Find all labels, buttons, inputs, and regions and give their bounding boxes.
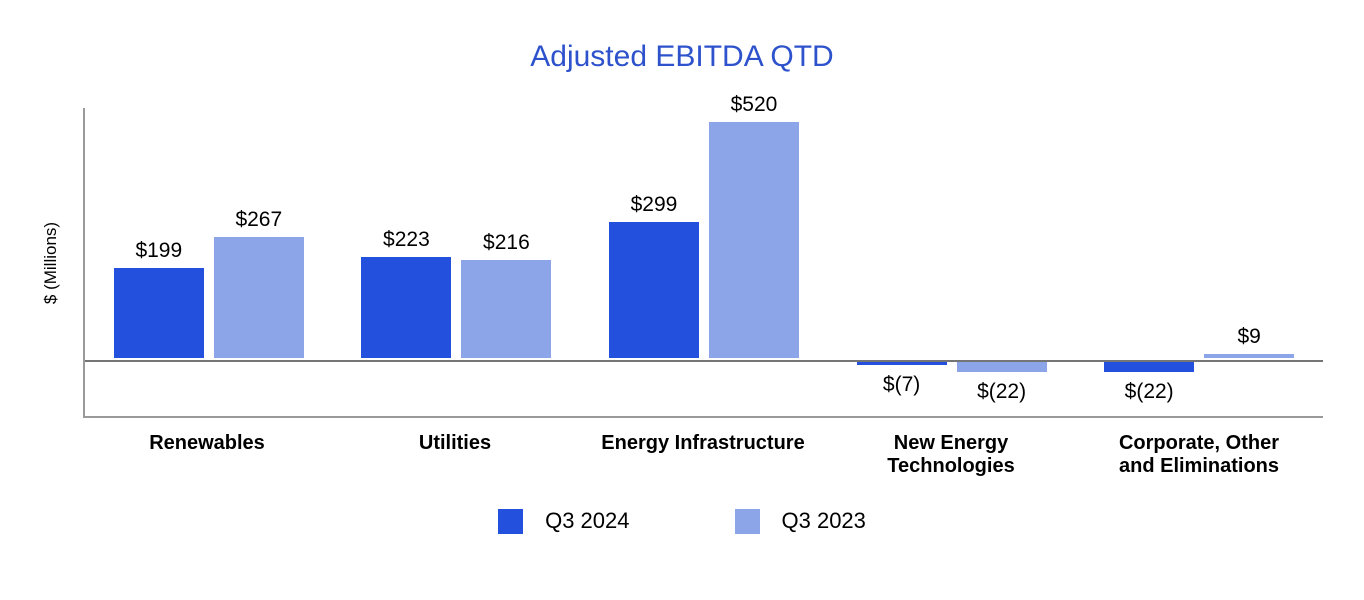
bar-value-label: $223 — [383, 228, 430, 251]
chart-title: Adjusted EBITDA QTD — [530, 40, 834, 73]
legend: Q3 2024 Q3 2023 — [0, 508, 1364, 534]
bar-q3-2023-renewables — [213, 237, 304, 358]
bar-group-new-energy-technologies: $(7) $(22) — [856, 108, 1047, 416]
legend-item-q3-2024: Q3 2024 — [498, 508, 630, 534]
x-axis-category-label: Corporate, Other and Eliminations — [1118, 432, 1280, 477]
bar-q3-2024-corporate-other-and-eliminations — [1104, 362, 1195, 372]
plot-area: $199 $267 $223 $216 $299 $520 $(7) $(22) $(22) $9 — [83, 93, 1323, 418]
bar-value-label: $299 — [630, 193, 678, 216]
x-axis-labels: Renewables Utilities Energy Infrastructure… — [83, 432, 1323, 478]
y-axis-label: $ (Millions) — [41, 221, 60, 305]
bar-q3-2024-energy-infrastructure — [608, 222, 699, 358]
x-axis-category-label: Energy Infrastructure — [601, 432, 805, 454]
x-axis-category-label: New Energy Technologies — [887, 432, 1015, 477]
zero-axis-line — [85, 360, 1323, 362]
x-axis-category-label: Utilities — [418, 432, 492, 454]
bar-value-label: $9 — [1237, 325, 1261, 348]
legend-item-q3-2023: Q3 2023 — [734, 508, 866, 534]
legend-label: Q3 2024 — [545, 508, 630, 533]
legend-swatch — [498, 508, 524, 534]
bar-q3-2023-energy-infrastructure — [708, 122, 799, 358]
bar-group-renewables: $199 $267 — [113, 108, 304, 416]
bar-q3-2023-corporate-other-and-eliminations — [1204, 354, 1295, 358]
bar-value-label: $216 — [483, 231, 530, 254]
bar-q3-2024-utilities — [361, 257, 452, 358]
bar-value-label: $267 — [235, 208, 283, 231]
bar-value-label: $(22) — [1124, 380, 1174, 403]
bar-value-label: $520 — [730, 93, 778, 116]
bar-group-utilities: $223 $216 — [361, 108, 552, 416]
bar-q3-2023-utilities — [461, 260, 552, 358]
bar-value-label: $(7) — [882, 373, 921, 396]
bar-group-energy-infrastructure: $299 $520 — [608, 93, 799, 416]
bars-row: $199 $267 $223 $216 $299 $520 $(7) $(22) $(22) $9 — [85, 93, 1323, 416]
bar-q3-2023-new-energy-technologies — [956, 362, 1047, 372]
x-axis-category-label: Renewables — [149, 432, 265, 454]
bar-group-corporate-other-and-eliminations: $(22) $9 — [1104, 108, 1295, 416]
bar-value-label: $199 — [135, 239, 183, 262]
legend-swatch — [734, 508, 760, 534]
legend-label: Q3 2023 — [781, 508, 866, 533]
bar-q3-2024-new-energy-technologies — [856, 362, 947, 365]
bar-value-label: $(22) — [977, 380, 1027, 403]
bar-q3-2024-renewables — [113, 268, 204, 358]
